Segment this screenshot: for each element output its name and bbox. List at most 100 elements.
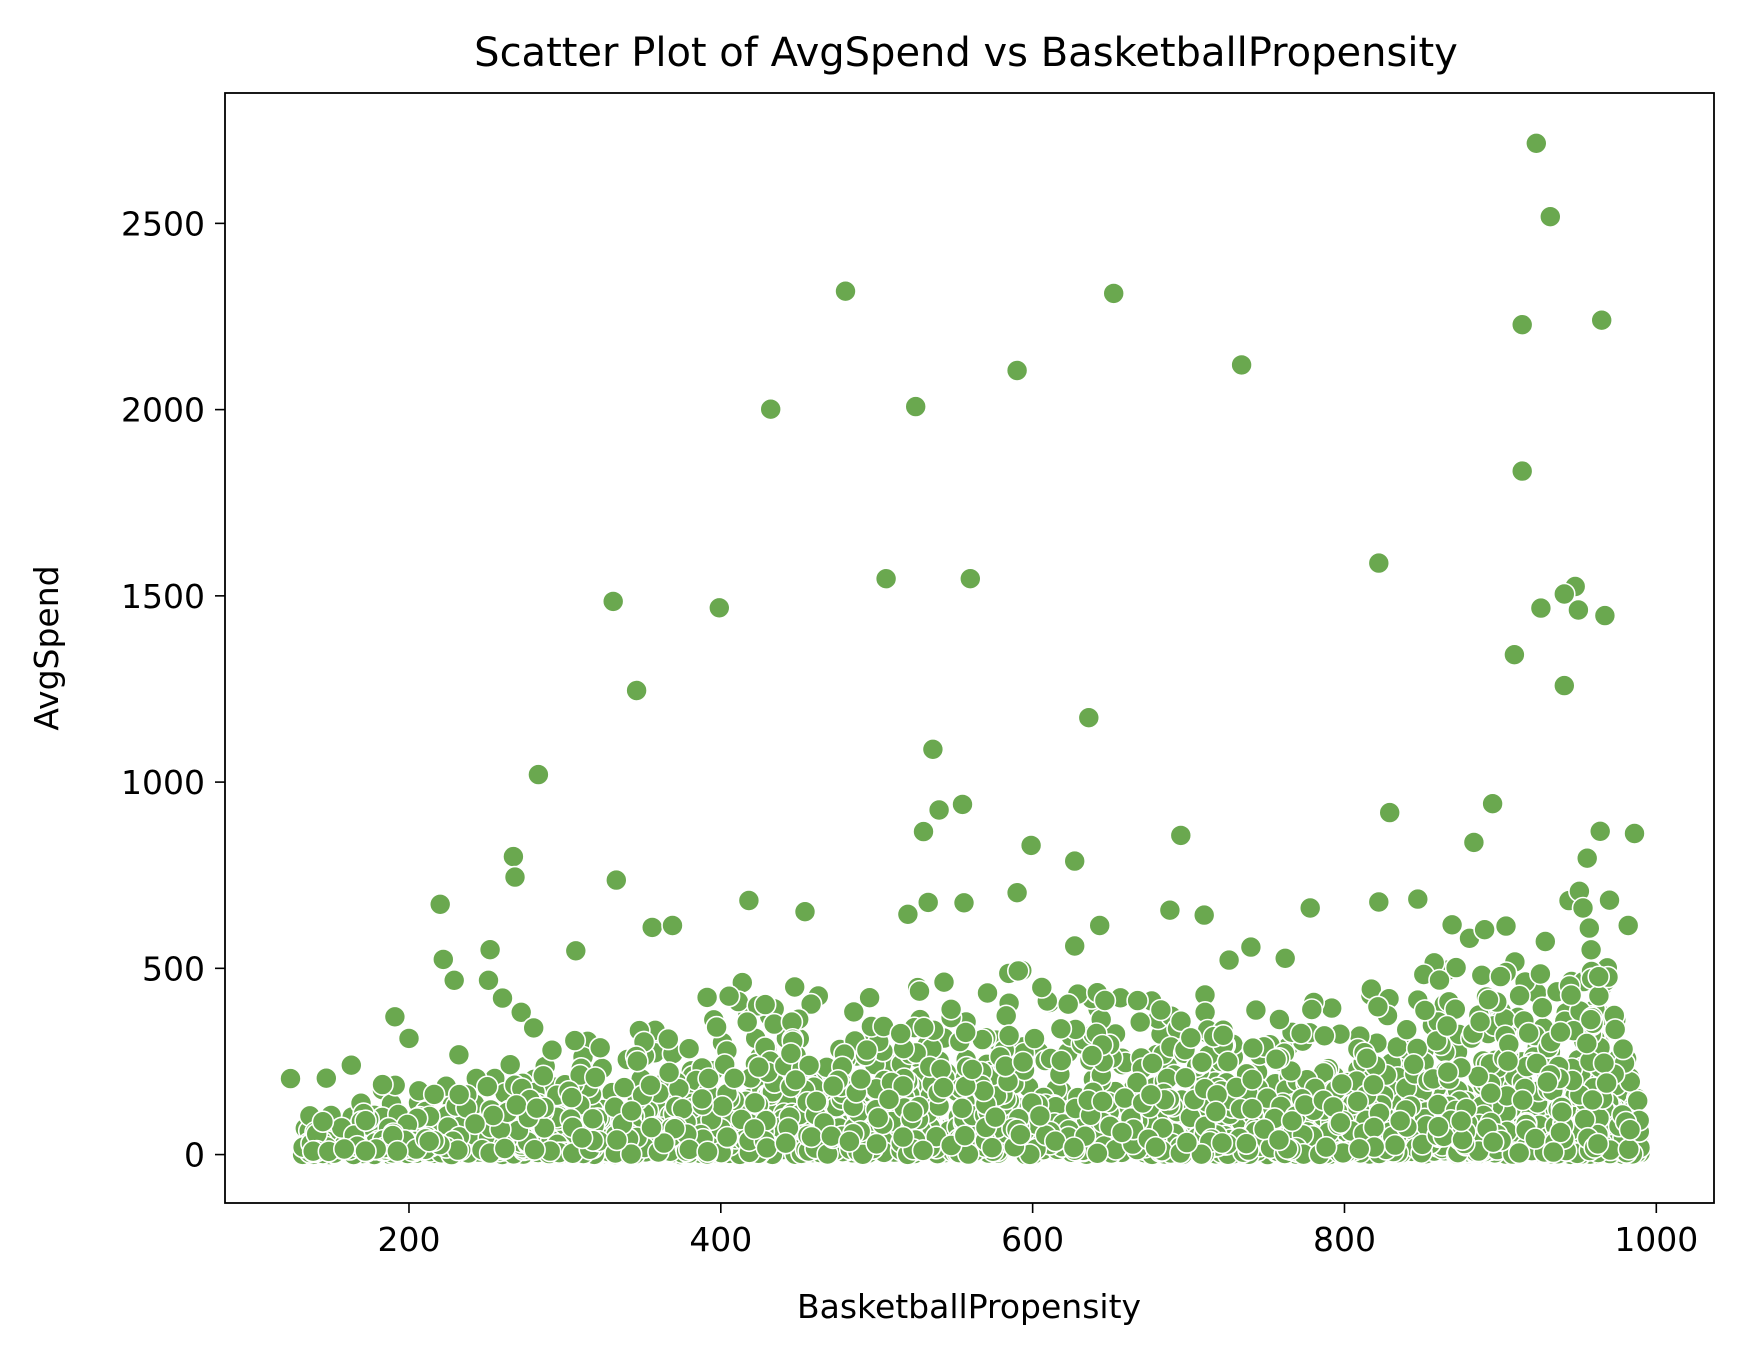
data-point — [1240, 1097, 1264, 1120]
data-point — [1367, 551, 1391, 575]
data-point — [1313, 1024, 1336, 1048]
data-point — [1616, 914, 1640, 937]
data-point — [1293, 1093, 1317, 1117]
data-point — [1204, 1100, 1228, 1123]
data-point — [640, 916, 664, 939]
data-point — [1362, 1116, 1386, 1139]
data-point — [1531, 996, 1554, 1020]
data-point — [1539, 205, 1562, 228]
data-point — [1330, 1072, 1354, 1096]
y-axis-label: AvgSpend — [27, 565, 66, 730]
data-point — [1019, 834, 1043, 857]
data-point — [1144, 1135, 1167, 1159]
data-point — [1473, 918, 1496, 942]
data-point — [563, 1029, 587, 1052]
data-point — [1211, 1024, 1235, 1047]
data-point — [1481, 792, 1504, 816]
data-point — [1525, 132, 1548, 155]
data-point — [1169, 1009, 1193, 1033]
data-point — [1128, 1010, 1152, 1034]
data-point — [958, 567, 982, 591]
data-point — [722, 1067, 746, 1090]
data-point — [639, 1074, 662, 1097]
data-point — [1239, 935, 1263, 959]
data-point — [1329, 1111, 1352, 1135]
data-point — [1217, 948, 1241, 972]
data-point — [279, 1067, 302, 1090]
data-point — [478, 938, 502, 962]
data-point — [1550, 1100, 1574, 1124]
data-point — [620, 1099, 643, 1123]
x-axis-label: BasketballPropensity — [797, 1287, 1141, 1326]
data-point — [1169, 824, 1193, 847]
data-point — [442, 968, 466, 992]
data-point — [447, 1083, 471, 1106]
data-point — [625, 679, 648, 702]
data-point — [912, 820, 935, 843]
data-point — [477, 968, 500, 992]
data-point — [1534, 930, 1557, 953]
data-point — [1436, 1060, 1460, 1084]
data-point — [447, 1043, 471, 1067]
data-point — [1508, 984, 1531, 1008]
data-point — [383, 1005, 407, 1029]
data-point — [1395, 1018, 1418, 1041]
data-point — [527, 763, 550, 786]
data-point — [912, 1016, 936, 1039]
data-point — [1511, 1088, 1534, 1112]
data-point — [753, 993, 777, 1016]
data-point — [1510, 313, 1534, 337]
data-point — [779, 1042, 803, 1065]
data-point — [1598, 888, 1621, 912]
data-point — [800, 1125, 823, 1149]
data-point — [1244, 998, 1268, 1022]
data-point — [503, 865, 527, 889]
data-point — [797, 1054, 821, 1077]
data-point — [1623, 822, 1646, 845]
data-point — [601, 590, 625, 613]
data-point — [1571, 896, 1595, 920]
x-axis: 200 400 600 800 1000 — [377, 1203, 1698, 1259]
data-point — [1529, 962, 1552, 986]
data-point — [1503, 643, 1526, 667]
data-point — [588, 1036, 612, 1060]
data-point — [976, 981, 999, 1005]
data-point — [1366, 995, 1390, 1019]
data-point — [1280, 1109, 1304, 1133]
data-point — [1477, 988, 1500, 1012]
data-point — [1126, 989, 1149, 1012]
data-point — [1241, 1036, 1265, 1060]
data-point — [505, 1093, 528, 1117]
data-point — [1192, 903, 1216, 927]
data-point — [1427, 1115, 1450, 1138]
data-point — [1179, 1026, 1203, 1050]
data-point — [952, 891, 976, 915]
data-point — [564, 939, 588, 963]
data-point — [1575, 1032, 1599, 1055]
data-point — [980, 1136, 1004, 1159]
x-tick-label: 600 — [1001, 1220, 1064, 1259]
data-point — [523, 1138, 546, 1161]
data-point — [397, 1027, 421, 1050]
data-point — [696, 1140, 719, 1163]
data-point — [1011, 1050, 1035, 1074]
data-point — [1440, 913, 1464, 937]
data-point — [339, 1053, 363, 1077]
data-point — [891, 1074, 915, 1098]
data-point — [509, 1000, 533, 1024]
data-point — [821, 1074, 845, 1098]
y-tick-label: 500 — [142, 949, 205, 988]
data-point — [1496, 1049, 1520, 1073]
data-point — [953, 1124, 977, 1147]
data-point — [605, 1128, 629, 1152]
data-point — [1300, 998, 1324, 1021]
data-point — [1190, 1051, 1214, 1074]
data-point — [1030, 976, 1054, 999]
data-point — [842, 1000, 866, 1024]
chart-title: Scatter Plot of AvgSpend vs BasketballPr… — [474, 30, 1458, 76]
data-point — [1264, 1047, 1288, 1071]
data-point — [1141, 1052, 1164, 1075]
data-point — [1367, 890, 1391, 914]
data-point — [1158, 898, 1182, 922]
data-point — [891, 1125, 915, 1149]
